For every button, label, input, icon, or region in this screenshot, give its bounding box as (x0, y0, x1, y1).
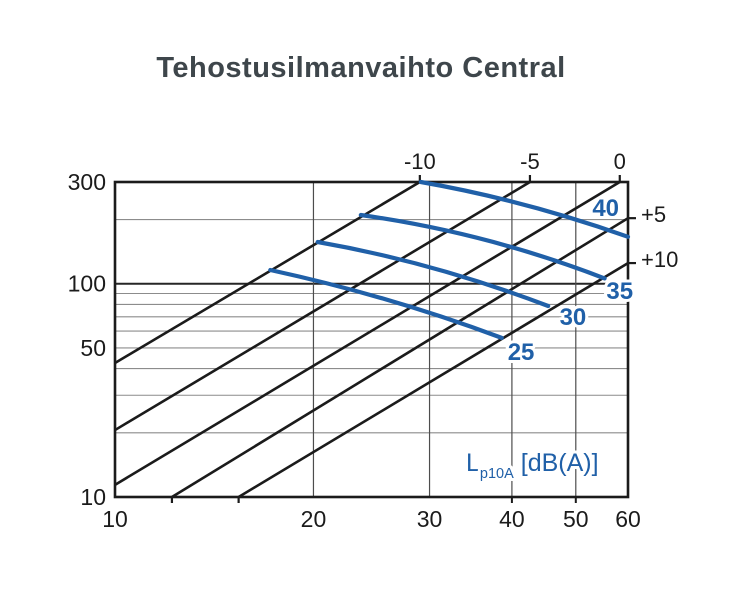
sound-curve-30 (315, 239, 551, 309)
x-tick-label-30: 30 (417, 506, 443, 532)
plot-border (113, 180, 630, 499)
correction-label--5: -5 (520, 149, 540, 174)
x-tick-label-20: 20 (301, 506, 327, 532)
x-tick-label-40: 40 (499, 506, 525, 532)
annotation-lp10a: Lp10A [dB(A)] (466, 449, 599, 482)
x-tick-label-10: 10 (102, 506, 128, 532)
correction-line-0 (114, 180, 621, 486)
chart-title: Tehostusilmanvaihto Central (156, 52, 566, 84)
correction-line--10 (114, 180, 421, 365)
sound-curve-label-30: 30 (560, 304, 587, 331)
y-tick-label-50: 50 (80, 335, 106, 361)
y-tick-label-100: 100 (68, 271, 106, 297)
sound-curve-35 (358, 212, 607, 281)
x-tick-label-50: 50 (563, 506, 589, 532)
correction-label-0: 0 (614, 149, 626, 174)
sound-curve-40 (418, 179, 631, 239)
sound-curve-label-35: 35 (606, 278, 633, 305)
y-tick-label-300: 300 (68, 169, 106, 195)
sound-curve-label-25: 25 (508, 339, 535, 366)
correction-line--5 (114, 180, 531, 432)
x-tick-label-60: 60 (615, 506, 641, 532)
correction-line-+5 (171, 217, 629, 499)
correction-label--10: -10 (404, 149, 436, 174)
sound-curve-label-40: 40 (592, 195, 619, 222)
correction-line-+10 (237, 261, 629, 499)
sound-curve-25 (268, 267, 504, 340)
correction-label-+5: +5 (641, 202, 666, 227)
y-tick-label-10: 10 (80, 484, 106, 510)
correction-label-+10: +10 (641, 247, 678, 272)
